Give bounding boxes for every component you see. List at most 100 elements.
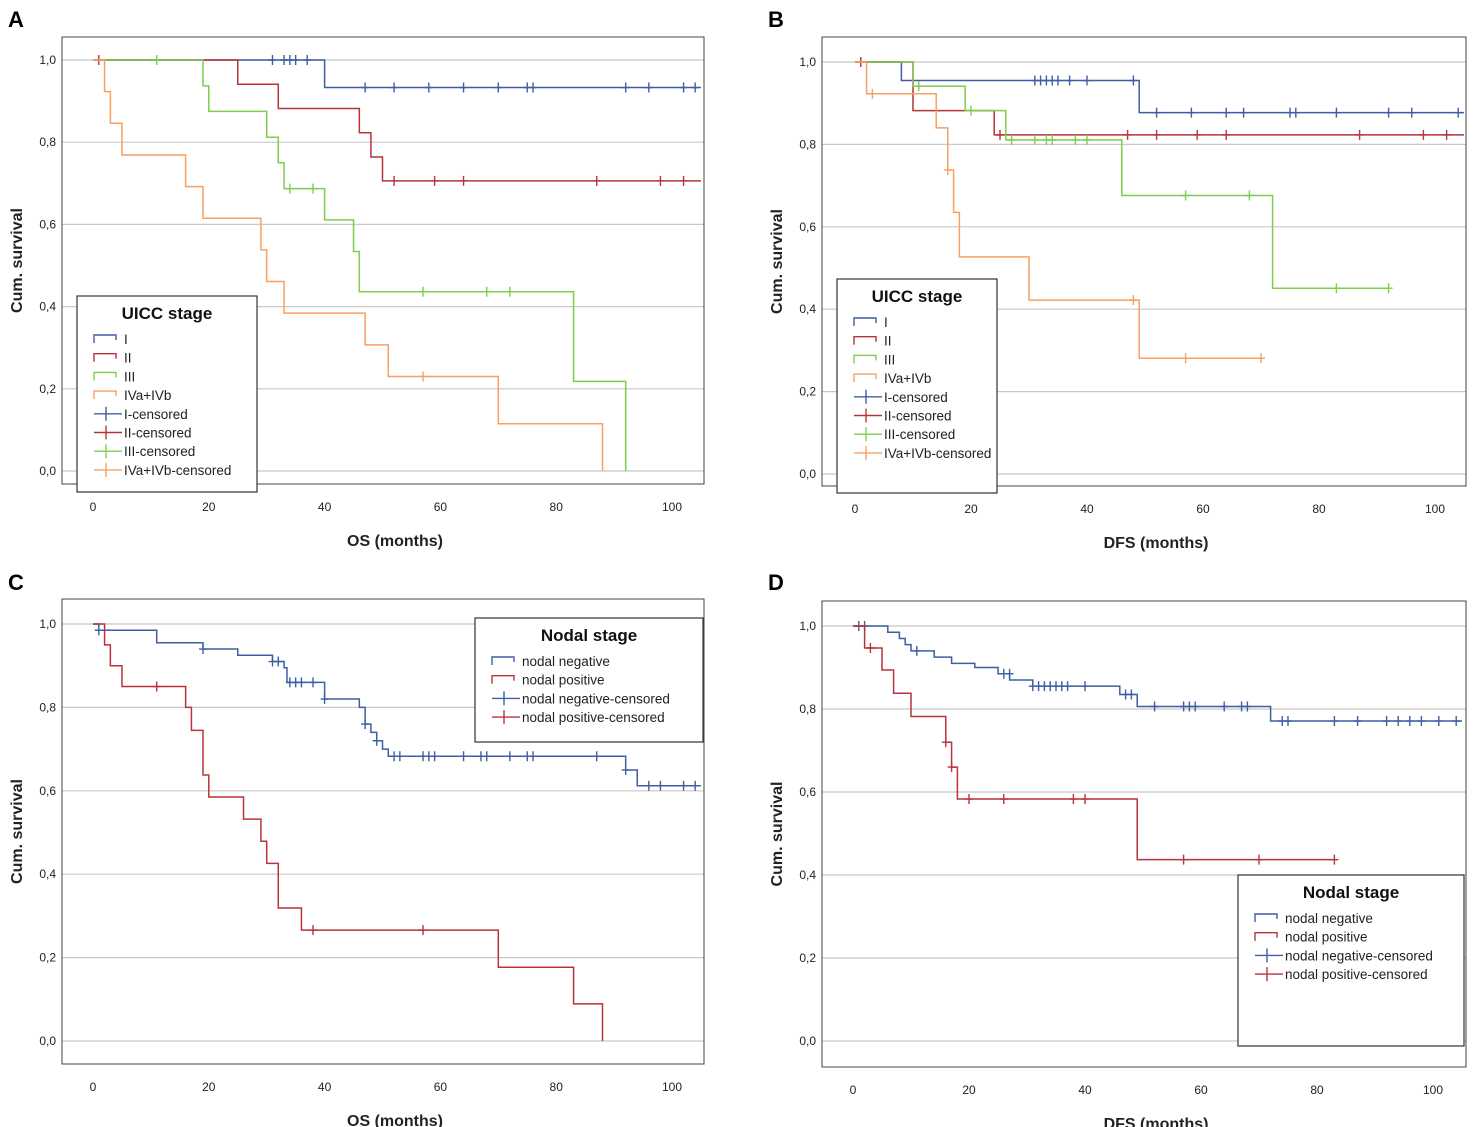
y-tick-label: 0,6: [39, 784, 56, 798]
censor-mark: [459, 175, 468, 186]
censor-mark: [1257, 353, 1265, 364]
censor-mark: [1127, 689, 1136, 700]
censor-mark: [303, 55, 312, 65]
legend-swatch-cross: [1255, 948, 1283, 963]
censor-mark: [430, 175, 439, 186]
legend-label: nodal positive-censored: [522, 710, 665, 725]
legend: UICC stageIIIIIIIVa+IVbI-censoredII-cens…: [76, 295, 258, 493]
censor-mark: [1332, 283, 1341, 294]
censor-mark: [482, 286, 491, 297]
legend-swatch-step: [853, 336, 877, 345]
x-tick-label: 100: [1423, 1083, 1443, 1097]
y-tick-label: 1,0: [39, 617, 56, 631]
legend-label: I: [124, 332, 128, 347]
censor-mark: [996, 129, 1004, 140]
legend-swatch-step: [853, 354, 877, 364]
y-tick-label: 0,4: [39, 867, 56, 881]
censor-mark: [1081, 681, 1089, 692]
censor-mark: [1181, 353, 1190, 364]
censor-mark: [424, 82, 433, 93]
censor-mark: [621, 82, 630, 93]
censor-mark: [679, 82, 688, 93]
censor-mark: [505, 286, 514, 297]
legend-title: Nodal stage: [541, 626, 637, 645]
censor-mark: [1284, 716, 1292, 727]
legend-label: II: [884, 334, 892, 349]
legend-swatch-step: [93, 334, 117, 343]
x-tick-label: 80: [550, 1080, 564, 1094]
survival-curve-nodal-positive: [93, 623, 604, 1041]
y-axis-title: Cum. survival: [769, 209, 786, 314]
y-tick-label: 0,8: [799, 137, 816, 151]
y-tick-label: 0,8: [39, 135, 56, 149]
survival-curve-iii: [855, 61, 1389, 289]
legend-label: II-censored: [884, 409, 952, 424]
y-axis-title: Cum. survival: [9, 208, 26, 313]
censor-mark: [947, 762, 956, 773]
censor-mark: [505, 751, 514, 762]
censor-mark: [1181, 190, 1190, 201]
censor-mark: [268, 55, 277, 65]
panel-letter: C: [8, 570, 24, 595]
x-tick-label: 0: [90, 1080, 97, 1094]
censor-mark: [320, 694, 329, 705]
censor-mark: [1239, 107, 1248, 118]
censor-mark: [1419, 129, 1428, 140]
y-axis-title: Cum. survival: [769, 782, 786, 887]
y-tick-label: 0,2: [39, 382, 56, 396]
censor-mark: [1193, 129, 1202, 140]
censor-mark: [1065, 75, 1074, 86]
censor-mark: [1454, 107, 1463, 118]
censor-mark: [1222, 107, 1231, 118]
y-tick-label: 0,4: [39, 300, 56, 314]
x-tick-label: 20: [202, 500, 216, 514]
censor-mark: [1243, 701, 1252, 712]
x-tick-label: 40: [318, 1080, 332, 1094]
censor-mark: [494, 82, 503, 93]
legend-box: [474, 617, 704, 743]
x-tick-label: 0: [852, 502, 859, 516]
legend-label: I: [884, 315, 888, 330]
legend-title: UICC stage: [872, 287, 963, 306]
censor-mark: [274, 656, 283, 667]
legend-swatch-step: [491, 675, 515, 684]
censor-mark: [297, 677, 306, 688]
legend-label: III: [124, 369, 135, 384]
x-tick-label: 80: [1312, 502, 1326, 516]
legend-label: I-censored: [884, 390, 948, 405]
censor-mark: [1382, 716, 1391, 727]
censor-mark: [592, 751, 601, 762]
censor-mark: [679, 780, 688, 791]
legend-swatch-cross: [94, 462, 122, 477]
legend: Nodal stage nodal negative nodal positive n…: [1237, 874, 1465, 1047]
legend-swatch-step: [93, 353, 117, 362]
plot-frame: [821, 600, 1467, 1068]
censor-mark: [1063, 681, 1072, 692]
legend-label: nodal negative: [1285, 911, 1373, 926]
legend-swatch-cross: [94, 406, 122, 421]
legend-label: III: [884, 352, 895, 367]
x-tick-label: 80: [1310, 1083, 1324, 1097]
panel-letter: A: [8, 7, 24, 32]
censor-mark: [967, 105, 975, 116]
legend-title: UICC stage: [122, 304, 213, 323]
y-tick-label: 1,0: [799, 619, 816, 633]
legend-swatch-step: [853, 373, 877, 383]
legend-swatch-cross: [94, 444, 122, 459]
censor-mark: [1245, 190, 1254, 201]
panel-c: C 0,0 0,2 0,4 0,6 0,8 1,0 0 20 40 60 80 100 OS (month…: [8, 570, 705, 1127]
y-tick-label: 0,0: [799, 467, 816, 481]
censor-mark: [361, 82, 370, 93]
panel-b: B 0,0 0,2 0,4 0,6 0,8 1,0 0 20 40 60 80 100 DFS (mont…: [768, 7, 1467, 552]
legend-label: II-censored: [124, 426, 192, 441]
censor-mark: [291, 55, 300, 65]
censor-mark: [309, 183, 318, 194]
legend-swatch-step: [853, 317, 877, 326]
legend-swatch-step: [93, 371, 117, 381]
censor-mark: [621, 764, 630, 775]
y-tick-label: 0,8: [39, 700, 56, 714]
censor-mark: [199, 644, 208, 655]
legend-label: IVa+IVb: [884, 371, 931, 386]
legend-label: IVa+IVb-censored: [124, 463, 231, 478]
censor-mark: [1069, 794, 1078, 805]
